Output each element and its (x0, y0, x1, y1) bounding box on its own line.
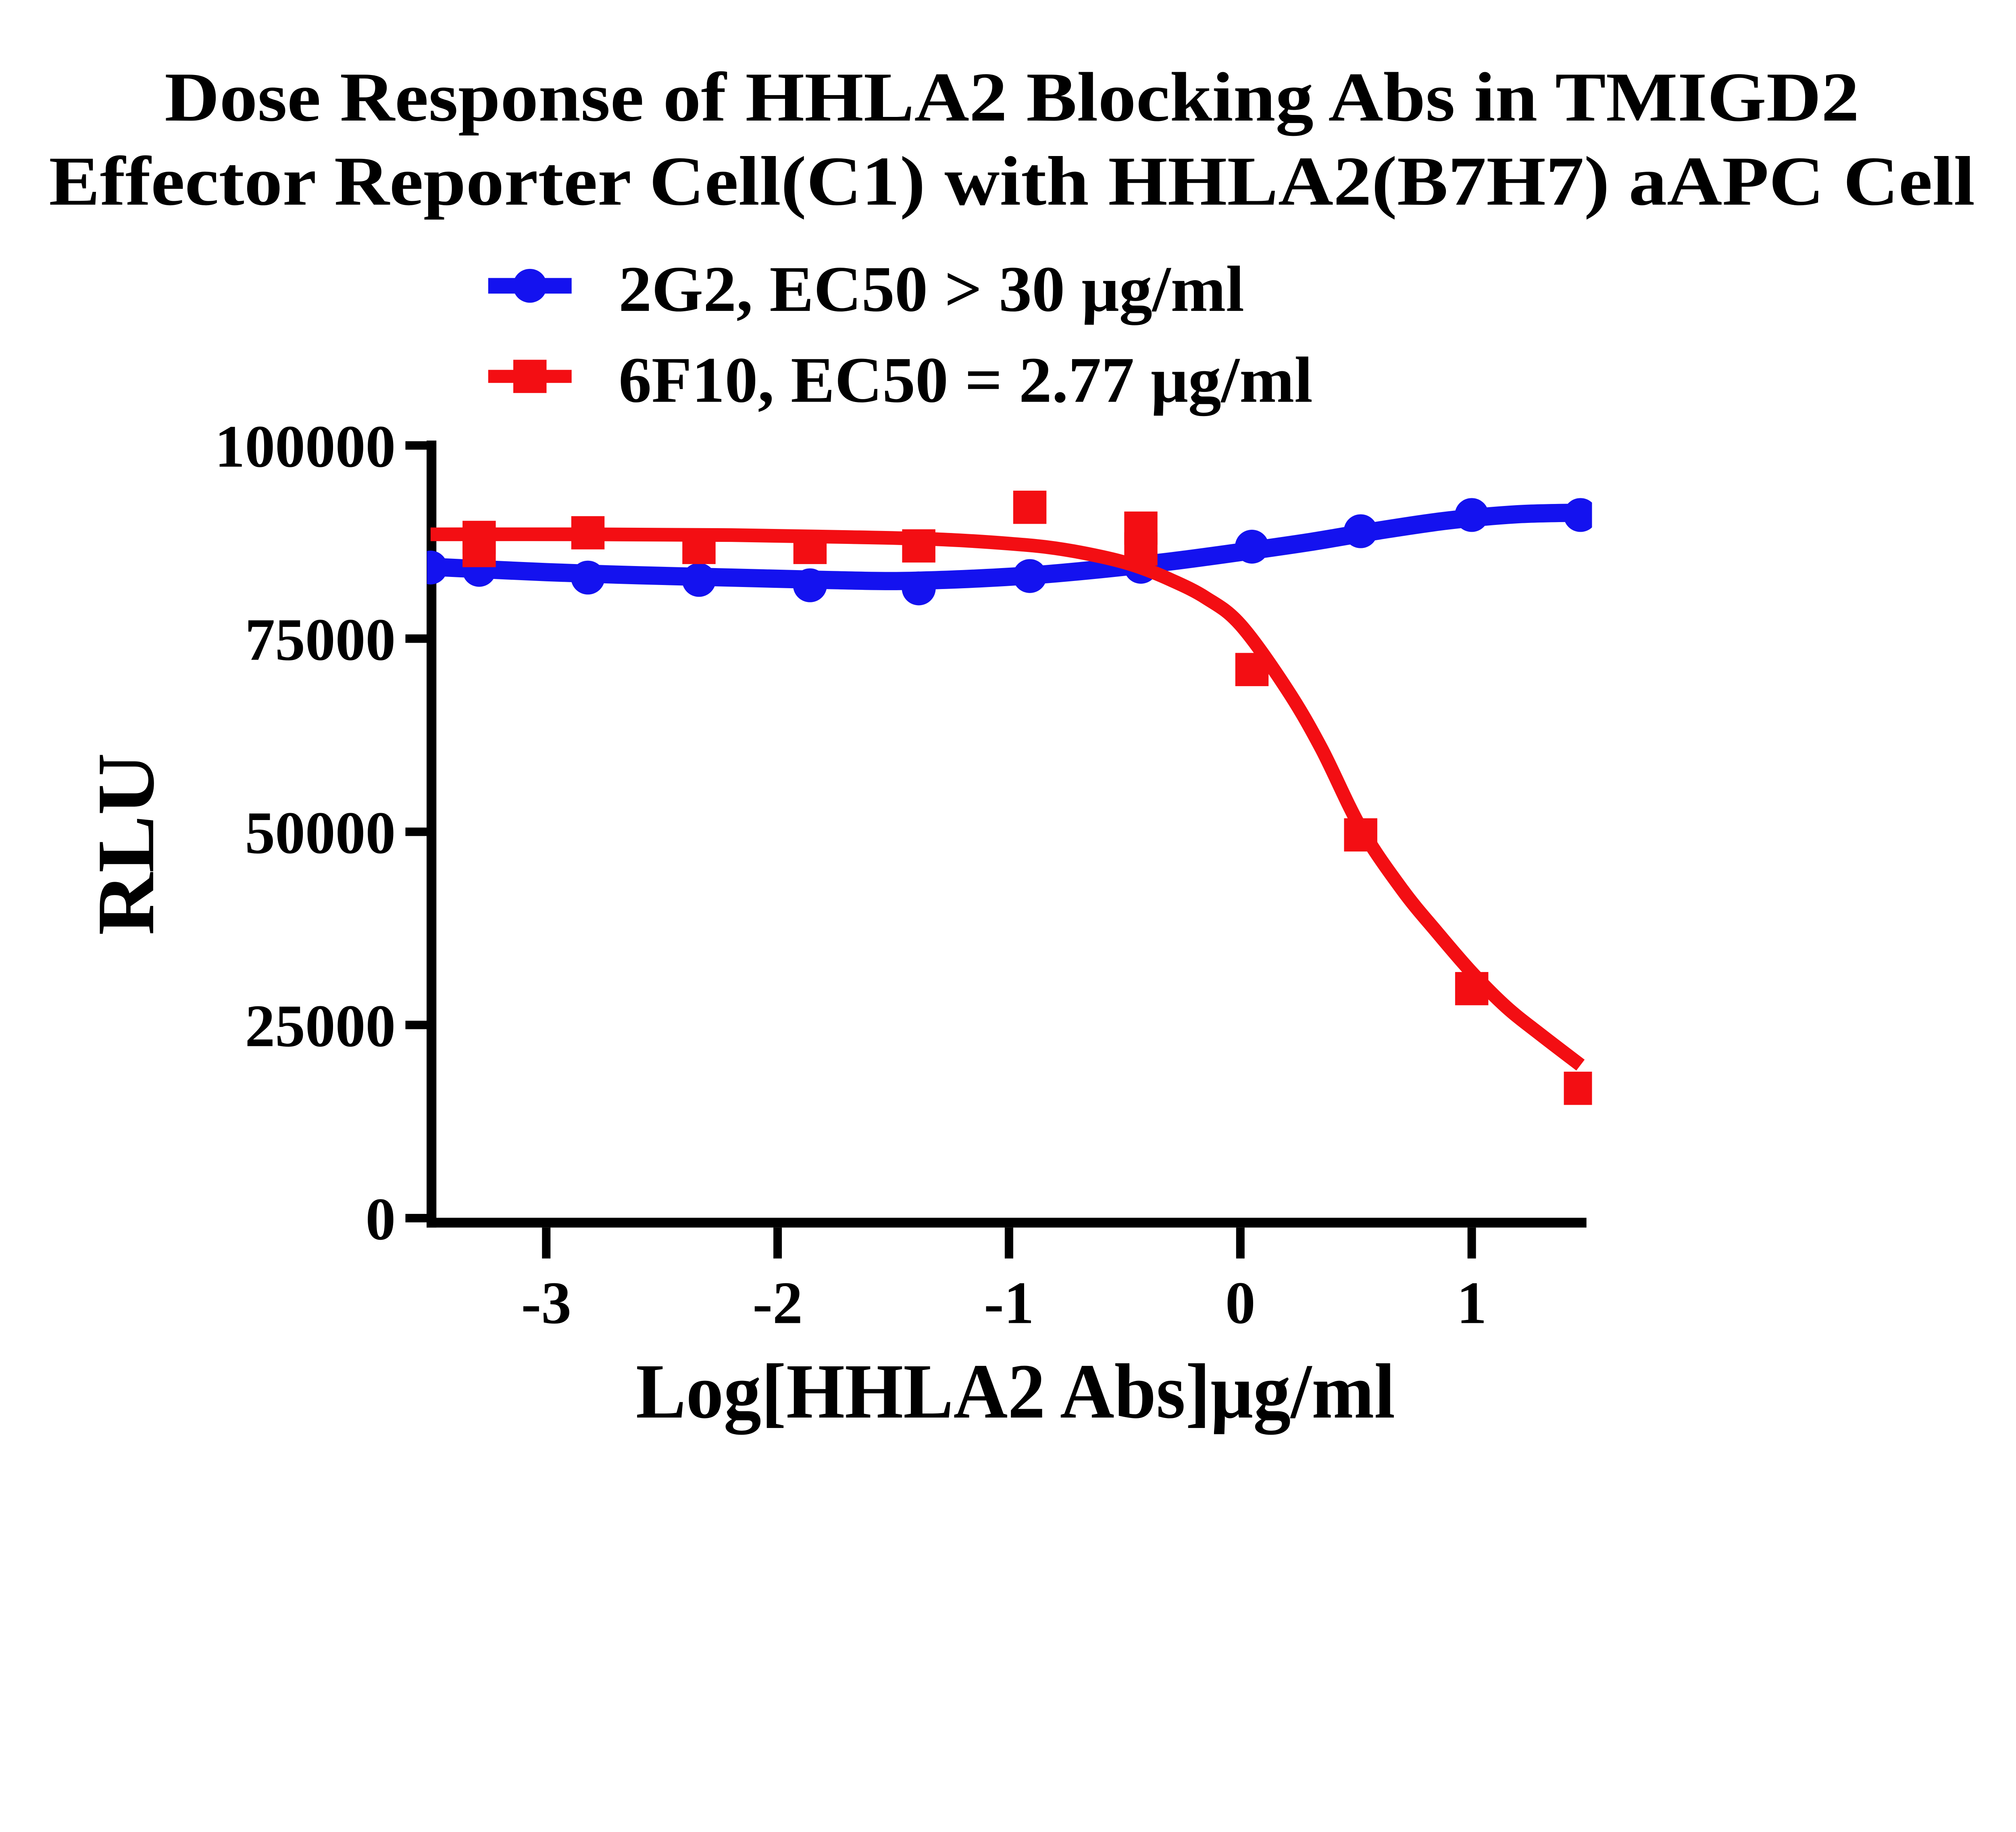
y-tick-label-75000: 75000 (245, 607, 396, 673)
x-axis-label: Log[HHLA2 Abs]μg/ml (636, 1348, 1395, 1435)
dose-response-chart: Dose Response of HHLA2 Blocking Abs in T… (49, 58, 1975, 1435)
y-tick-label-100000: 100000 (215, 413, 396, 480)
data-point-2g2-9 (1343, 514, 1378, 548)
legend-6f10-label: 6F10, EC50 = 2.77 μg/ml (619, 344, 1313, 416)
data-point-2g2-8 (1235, 529, 1269, 564)
series-2g2 (427, 498, 1592, 606)
data-point-2g2-4 (793, 568, 827, 602)
legend-item-2g2: 2G2, EC50 > 30 μg/ml (488, 253, 1244, 325)
data-point-2g2-6 (1013, 559, 1047, 593)
figure: Dose Response of HHLA2 Blocking Abs in T… (49, 58, 1975, 1435)
data-point-6f10-2 (571, 516, 605, 550)
data-point-6f10-10 (1344, 818, 1377, 852)
legend-2g2-label: 2G2, EC50 > 30 μg/ml (619, 253, 1244, 325)
y-tick-label-25000: 25000 (245, 993, 396, 1060)
chart-title-line1: Dose Response of HHLA2 Blocking Abs in T… (165, 58, 1859, 136)
x-tick-label--3: -3 (521, 1270, 572, 1337)
x-tick-label-0: 0 (1225, 1270, 1256, 1337)
data-point-6f10-5 (902, 529, 935, 563)
data-point-2g2-10 (1455, 498, 1489, 532)
y-tick-label-50000: 50000 (245, 800, 396, 866)
series-6f10-fit-line (430, 527, 1585, 1071)
y-tick-label-0: 0 (365, 1186, 396, 1253)
x-tick-label--2: -2 (752, 1270, 803, 1337)
data-point-2g2-2 (571, 560, 605, 595)
chart-title-line2: Effector Reporter Cell(C1) with HHLA2(B7… (49, 142, 1975, 220)
data-point-6f10-1 (462, 534, 496, 567)
legend-6f10-square-icon (513, 360, 547, 393)
x-tick-label--1: -1 (984, 1270, 1034, 1337)
data-point-2g2-3 (682, 563, 716, 597)
y-axis-label: RLU (81, 753, 171, 935)
axes: 0 25000 50000 75000 100000 -3 -2 -1 0 1 (215, 413, 1587, 1337)
data-point-2g2-5 (902, 571, 936, 606)
data-point-6f10-3 (682, 531, 716, 564)
data-point-6f10-4 (793, 531, 827, 564)
data-point-6f10-12 (1564, 1072, 1592, 1105)
data-point-2g2-0 (427, 550, 448, 585)
legend-2g2-circle-icon (513, 269, 547, 303)
series-6f10 (430, 491, 1592, 1105)
legend-item-6f10: 6F10, EC50 = 2.77 μg/ml (488, 344, 1313, 416)
data-point-6f10-8 (1124, 532, 1158, 566)
data-point-6f10-6 (1013, 491, 1047, 524)
data-point-6f10-11 (1455, 972, 1489, 1006)
plot-series (427, 491, 1592, 1105)
legend: 2G2, EC50 > 30 μg/ml 6F10, EC50 = 2.77 μ… (488, 253, 1313, 416)
data-point-2g2-11 (1563, 498, 1592, 532)
x-tick-label-1: 1 (1457, 1270, 1487, 1337)
data-point-6f10-9 (1235, 653, 1269, 686)
